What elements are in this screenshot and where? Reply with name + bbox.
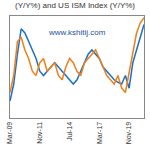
svg-text:Mar-09: Mar-09 (6, 122, 13, 144)
svg-text:Jul-14: Jul-14 (66, 122, 73, 141)
svg-text:(Y/Y%) and US ISM Index (Y/Y%): (Y/Y%) and US ISM Index (Y/Y%) (15, 1, 135, 10)
svg-text:www.kshitij.com: www.kshitij.com (48, 28, 106, 37)
svg-text:Nov-11: Nov-11 (36, 122, 43, 144)
svg-text:Mar-17: Mar-17 (96, 122, 103, 144)
svg-text:Nov-19: Nov-19 (125, 122, 132, 145)
